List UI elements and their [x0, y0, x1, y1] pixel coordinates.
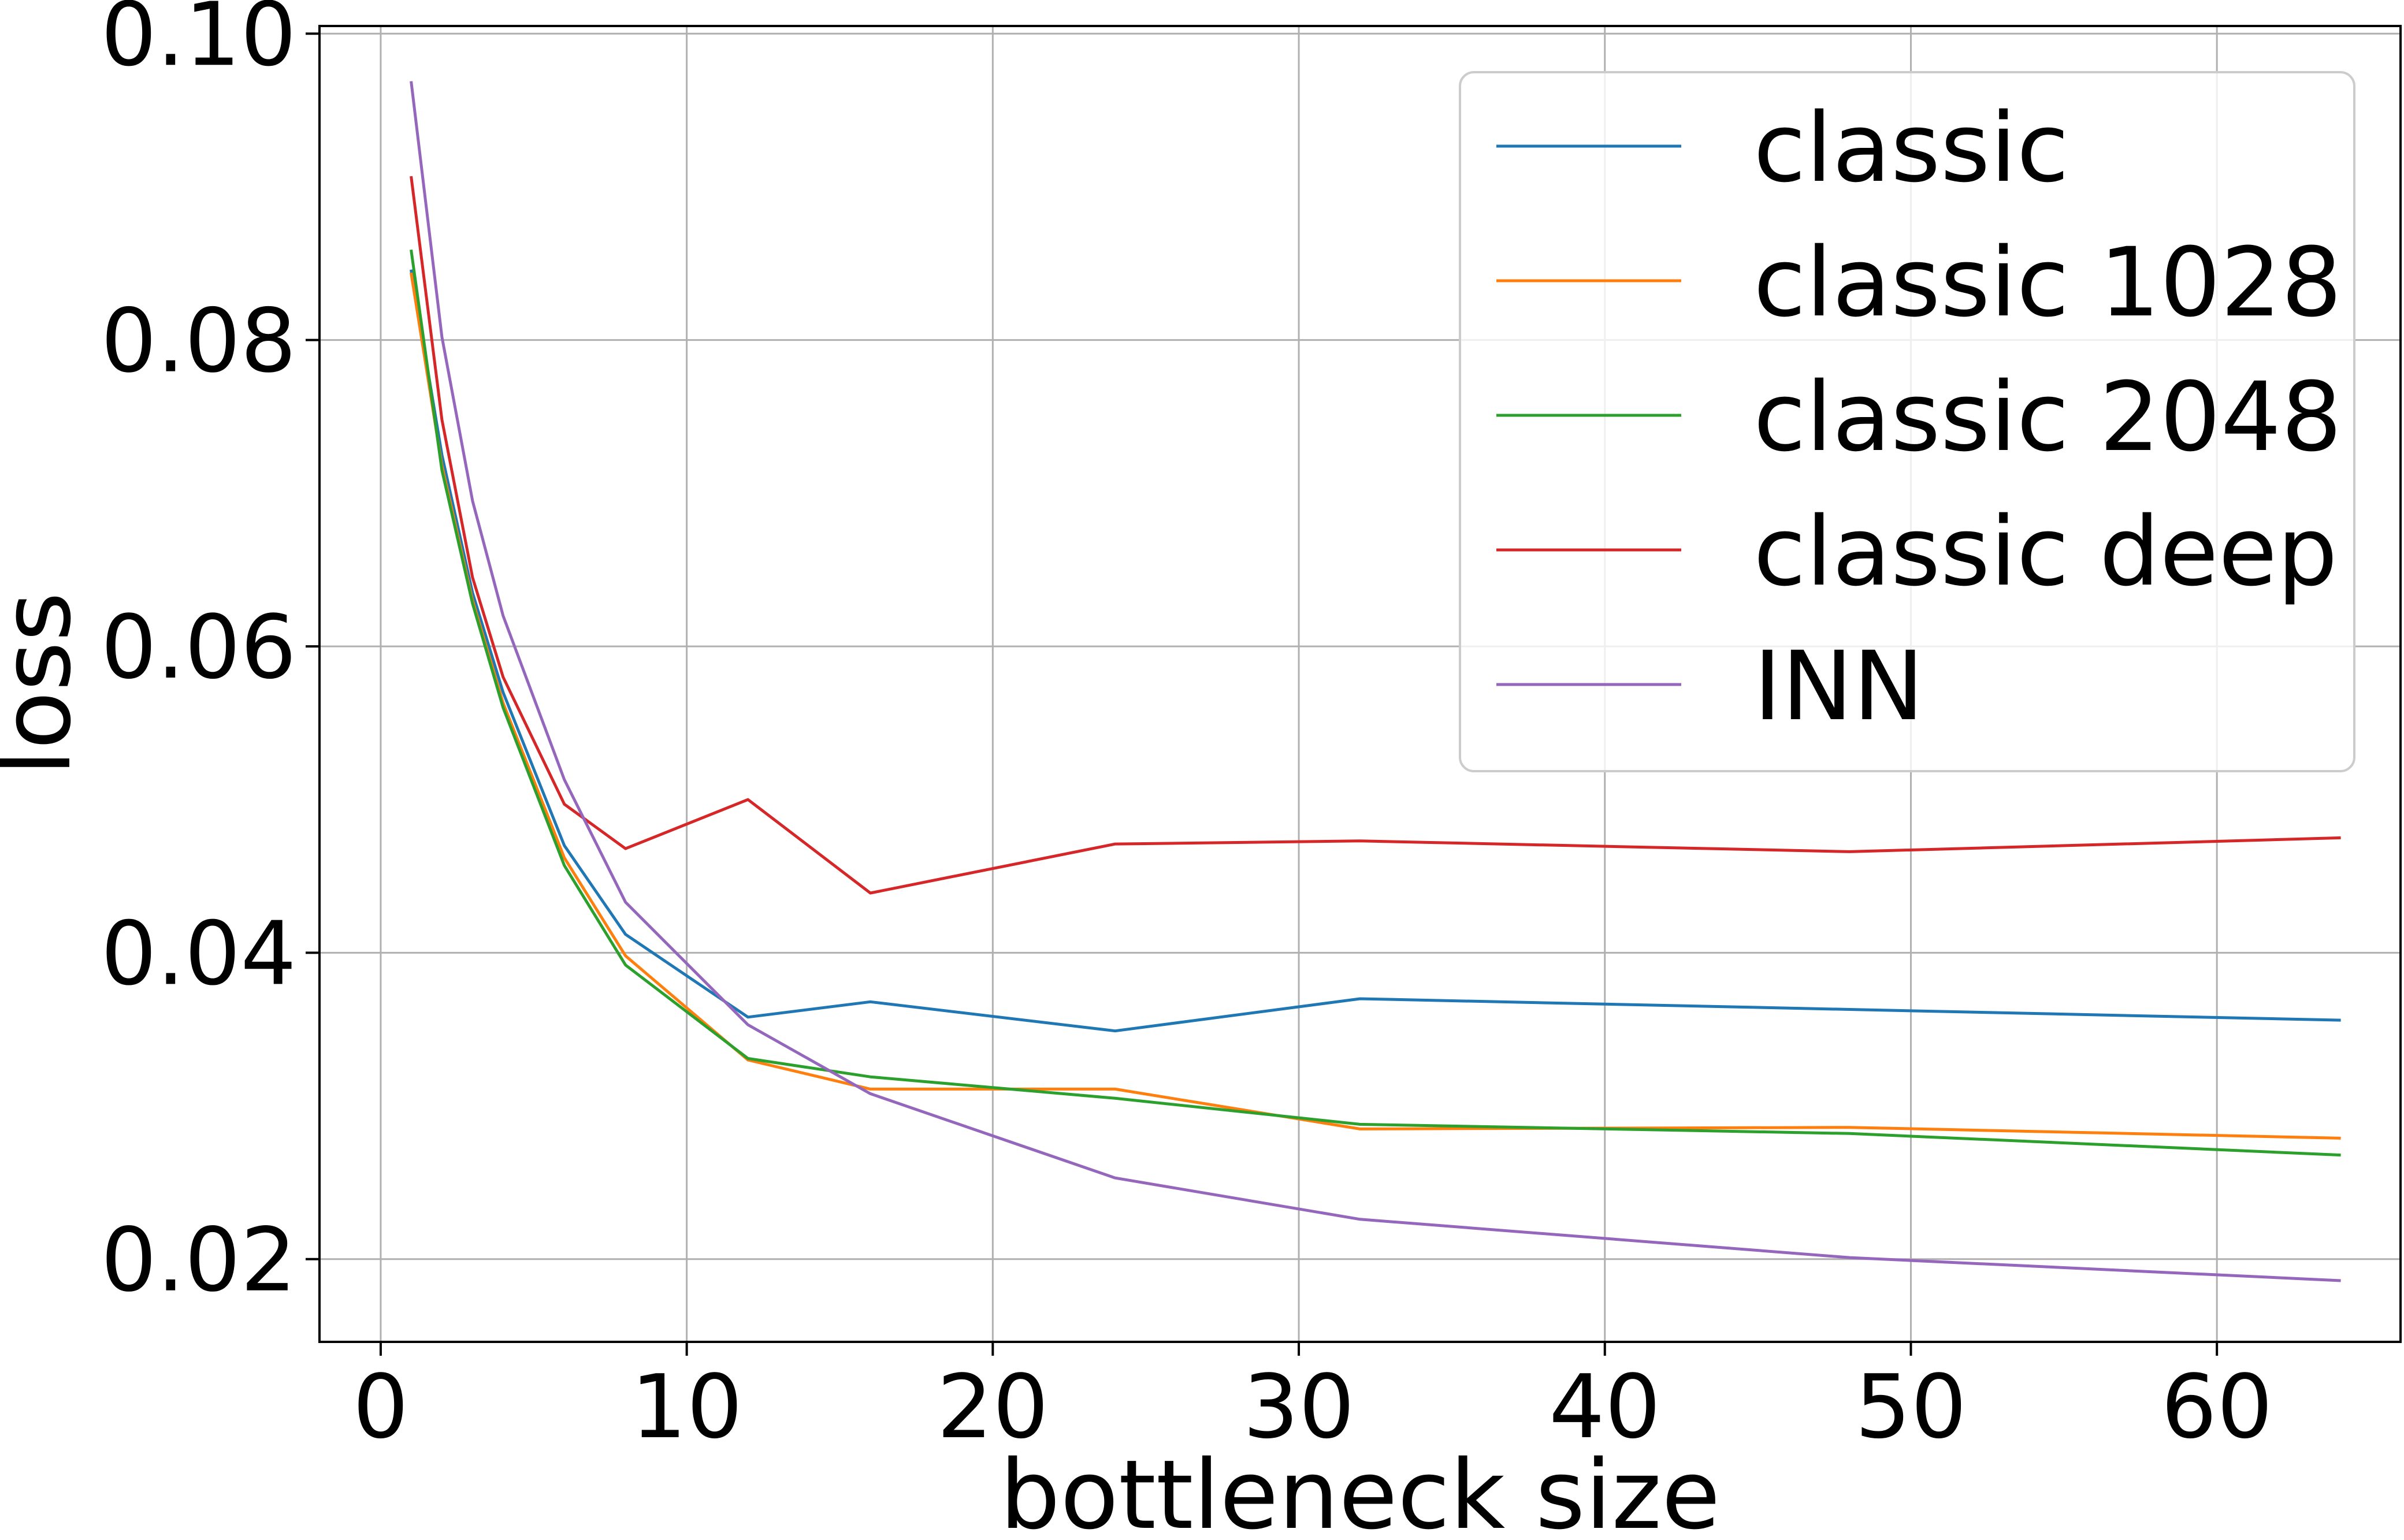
- axis-ticks: 0 10 20 30 40 50 60 0.02 0.04 0.06 0.08 0.10: [101, 0, 2273, 1458]
- legend-box: [1459, 71, 2355, 772]
- series-lines: [410, 81, 2341, 1282]
- legend-label: classic 1028: [1753, 227, 2342, 338]
- y-tick-label: 0.02: [101, 1209, 296, 1311]
- y-tick-label: 0.08: [101, 290, 296, 392]
- y-tick-label: 0.04: [101, 902, 296, 1005]
- x-tick-label: 20: [937, 1356, 1049, 1458]
- x-tick-label: 30: [1243, 1356, 1354, 1458]
- legend-label: INN: [1753, 631, 1924, 742]
- x-tick-label: 40: [1549, 1356, 1660, 1458]
- series-line: [410, 249, 2341, 1157]
- x-tick-label: 10: [631, 1356, 742, 1458]
- series-line: [410, 81, 2341, 1282]
- legend: classic classic 1028 classic 2048 classic d…: [1459, 71, 2355, 772]
- x-tick-label: 0: [353, 1356, 409, 1458]
- x-tick-label: 50: [1855, 1356, 1967, 1458]
- x-tick-label: 60: [2161, 1356, 2272, 1458]
- plot-frame: [318, 25, 2402, 1343]
- series-line: [410, 176, 2341, 895]
- x-axis-label: bottleneck size: [1000, 1439, 1720, 1540]
- y-axis-label: loss: [0, 592, 92, 776]
- y-tick-label: 0.06: [101, 596, 296, 698]
- y-tick-label: 0.10: [101, 0, 296, 85]
- legend-label: classic deep: [1753, 496, 2338, 607]
- series-line: [410, 269, 2341, 1033]
- legend-label: classic: [1753, 92, 2069, 203]
- legend-label: classic 2048: [1753, 362, 2342, 473]
